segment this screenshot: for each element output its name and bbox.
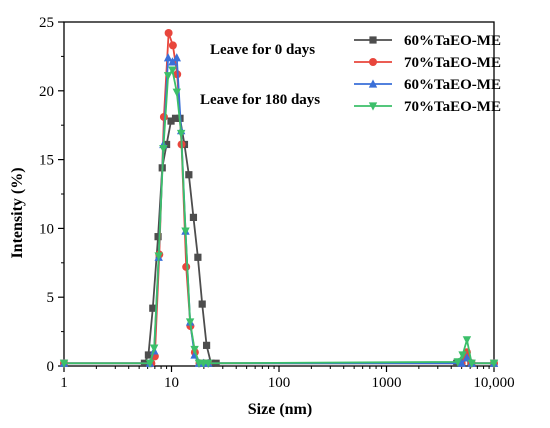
x-tick-label: 100 bbox=[268, 375, 291, 391]
data-point bbox=[189, 213, 198, 221]
series-group bbox=[59, 29, 499, 368]
data-point bbox=[168, 66, 177, 75]
legend-label: 60%TaEO-ME bbox=[404, 33, 501, 49]
data-point bbox=[204, 359, 213, 368]
data-point bbox=[194, 253, 202, 261]
legend-entry-3: 60%TaEO-ME bbox=[354, 77, 501, 93]
data-point bbox=[145, 359, 155, 368]
data-point bbox=[198, 300, 206, 308]
data-point bbox=[462, 353, 472, 362]
series-line bbox=[64, 117, 494, 365]
y-tick-label: 25 bbox=[39, 15, 54, 31]
legend-marker bbox=[368, 102, 378, 111]
data-point bbox=[154, 252, 163, 261]
legend-entry-1: 60%TaEO-ME bbox=[354, 33, 501, 49]
series-1 bbox=[60, 114, 498, 367]
data-point bbox=[164, 29, 173, 38]
legend-entry-2: 70%TaEO-ME bbox=[354, 55, 501, 71]
data-point bbox=[168, 41, 177, 50]
plot-area bbox=[63, 21, 495, 367]
data-point bbox=[458, 351, 467, 360]
x-tick-label: 10 bbox=[164, 375, 179, 391]
data-point bbox=[182, 262, 191, 271]
data-point bbox=[176, 129, 186, 139]
data-point bbox=[149, 304, 157, 312]
data-point bbox=[185, 318, 195, 327]
data-point bbox=[181, 227, 190, 236]
legend-marker bbox=[369, 36, 377, 44]
data-point bbox=[144, 351, 153, 359]
data-point bbox=[167, 117, 175, 125]
annotation-0-days: Leave for 0 days bbox=[210, 42, 315, 58]
legend: 60%TaEO-ME 70%TaEO-ME 60%TaEO-ME 70%TaEO-ME bbox=[354, 33, 501, 115]
data-point bbox=[171, 114, 180, 122]
x-tick-label: 1000 bbox=[372, 375, 402, 391]
legend-marker bbox=[369, 58, 377, 66]
x-tick-label: 1 bbox=[60, 375, 68, 391]
data-point bbox=[168, 57, 177, 66]
series-4 bbox=[59, 66, 499, 368]
x-tick-label: 10,000 bbox=[473, 375, 514, 391]
data-point bbox=[457, 358, 466, 367]
data-point bbox=[59, 359, 69, 368]
data-point bbox=[163, 53, 173, 62]
data-point bbox=[162, 140, 171, 149]
data-point bbox=[190, 345, 199, 355]
legend-label: 70%TaEO-ME bbox=[404, 99, 501, 115]
data-point bbox=[185, 171, 193, 179]
y-tick-label: 5 bbox=[47, 290, 55, 306]
data-point bbox=[154, 233, 162, 241]
data-point bbox=[489, 359, 499, 368]
y-axis-label: Intensity (%) bbox=[9, 167, 26, 258]
data-point bbox=[453, 358, 462, 367]
data-point bbox=[172, 88, 181, 97]
legend-marker bbox=[368, 79, 378, 88]
plot-frame bbox=[63, 21, 495, 367]
data-point bbox=[163, 72, 173, 81]
y-tick-label: 10 bbox=[39, 221, 54, 237]
y-tick-label: 15 bbox=[39, 153, 54, 169]
data-point bbox=[467, 359, 476, 368]
data-point bbox=[202, 341, 211, 349]
x-axis-label: Size (nm) bbox=[248, 401, 312, 418]
legend-label: 60%TaEO-ME bbox=[404, 77, 501, 93]
data-point bbox=[159, 144, 168, 154]
annotation-180-days: Leave for 180 days bbox=[200, 92, 320, 108]
y-tick-label: 0 bbox=[47, 359, 55, 375]
data-point bbox=[172, 53, 181, 62]
data-point bbox=[149, 344, 159, 353]
y-tick-label: 20 bbox=[39, 84, 54, 100]
legend-entry-4: 70%TaEO-ME bbox=[354, 99, 501, 115]
legend-label: 70%TaEO-ME bbox=[404, 55, 501, 71]
axes: 1 10 100 1000 10,000 0 5 10 15 20 25 bbox=[39, 15, 515, 391]
data-point bbox=[462, 336, 472, 345]
